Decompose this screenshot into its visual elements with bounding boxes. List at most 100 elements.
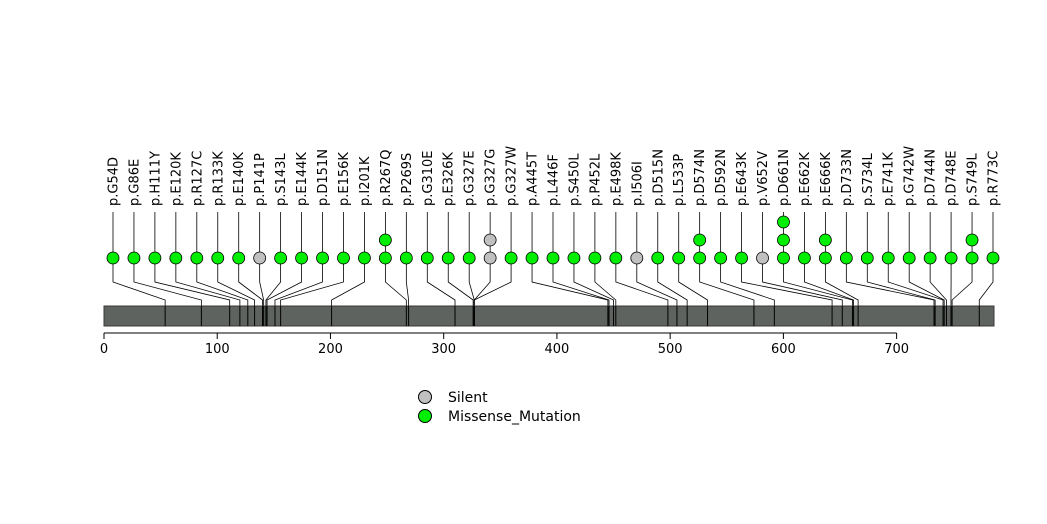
connector-line: [405, 258, 409, 306]
lollipop-dot: [588, 251, 602, 265]
mutation-label: p.E120K: [169, 152, 184, 206]
lollipop-dot: [923, 251, 937, 265]
mutation-label: p.R133K: [211, 151, 226, 206]
connector-line: [908, 258, 945, 306]
x-tick-label: 500: [658, 342, 683, 357]
mutation-label: p.R267Q: [379, 150, 394, 206]
mutation-labels: p.G54D p.G86E p.H111Y p.E120K p.R127C p.R133K…: [107, 146, 1002, 206]
lollipop-dot: [693, 233, 707, 247]
mutation-label: p.E666K: [819, 152, 834, 206]
connector-line: [741, 258, 833, 306]
connector-line: [762, 258, 843, 306]
lollipop-dot: [316, 251, 329, 265]
lollipop-dot: [902, 251, 916, 265]
lollipop-dot: [756, 251, 769, 265]
connector-line: [238, 258, 263, 306]
connector-line: [783, 258, 853, 306]
connector-line: [154, 258, 231, 306]
mutation-label: p.S749L: [966, 153, 981, 206]
connector-line: [657, 258, 688, 306]
connector-line: [331, 258, 365, 306]
connector-line: [384, 258, 407, 306]
connector-line: [473, 258, 512, 306]
lollipop-dot: [839, 251, 853, 265]
lollipop-dot: [860, 251, 874, 265]
legend: Silent Missense_Mutation: [418, 390, 581, 425]
mutation-label: p.E498K: [609, 152, 624, 206]
mutation-label: p.P269S: [400, 153, 415, 206]
mutation-label: p.D733N: [840, 149, 855, 206]
lollipop-dot: [651, 251, 665, 265]
connector-line: [573, 258, 614, 306]
x-tick-label: 700: [884, 342, 909, 357]
mutation-label: p.R127C: [190, 151, 205, 206]
x-tick-label: 400: [545, 342, 570, 357]
connector-line: [217, 258, 255, 306]
mutation-label: p.G742W: [903, 146, 918, 206]
connector-line: [259, 258, 265, 306]
mutation-label: p.H111Y: [148, 151, 163, 206]
lollipop-dot: [504, 251, 518, 265]
lollipop-dot: [358, 251, 371, 265]
lollipop-dot: [399, 251, 413, 265]
mutation-label: p.G327G: [484, 149, 499, 206]
mutation-label: p.I506I: [630, 161, 645, 206]
connector-line: [552, 258, 610, 306]
mutation-label: p.S143L: [274, 153, 289, 206]
mutation-label: p.D744N: [924, 149, 939, 206]
mutation-label: p.L446F: [547, 154, 562, 206]
lollipop-dot: [253, 251, 267, 265]
connector-line: [845, 258, 935, 306]
connector-line: [265, 258, 282, 306]
legend-swatch-silent: [418, 390, 432, 404]
connector-line: [978, 258, 994, 306]
connector-line: [594, 258, 617, 306]
lollipop-dot: [378, 233, 392, 247]
lollipop-dot: [106, 251, 120, 265]
connector-line: [951, 258, 973, 306]
mutation-label: p.E156K: [337, 152, 352, 206]
lollipop-dot: [777, 251, 790, 265]
lollipop-dot: [169, 251, 183, 265]
legend-label-silent: Silent: [448, 390, 488, 406]
lollipop-dot: [274, 251, 288, 265]
lollipop-dots: [106, 215, 1000, 265]
connector-line: [274, 258, 323, 306]
connector-line: [133, 258, 202, 306]
x-tick-label: 200: [318, 342, 343, 357]
lollipop-dot: [965, 233, 979, 247]
connector-line: [531, 258, 609, 306]
connector-line: [929, 258, 947, 306]
connector-line: [615, 258, 669, 306]
x-tick-label: 0: [100, 342, 108, 357]
lollipop-dot: [295, 251, 308, 265]
mutation-label: p.E741K: [882, 152, 897, 206]
connector-line: [112, 258, 166, 306]
x-axis: 0 100 200 300 400 500 600 700: [100, 332, 909, 357]
connector-line: [196, 258, 249, 306]
lollipop-dot: [672, 251, 686, 265]
mutation-label: p.E326K: [442, 152, 457, 206]
lollipop-dot: [232, 251, 246, 265]
lollipop-dot: [777, 215, 790, 229]
mutation-label: p.E662K: [798, 152, 813, 206]
mutation-label: p.D515N: [651, 149, 666, 206]
mutation-label: p.V652V: [756, 151, 771, 206]
mutation-label: p.G86E: [127, 159, 142, 206]
connector-line: [280, 258, 344, 306]
connector-line: [175, 258, 241, 306]
lollipop-dot: [441, 251, 455, 265]
mutation-label: p.E140K: [232, 152, 247, 206]
legend-swatch-missense: [418, 409, 432, 423]
lollipop-dot: [462, 251, 476, 265]
mutation-label: p.E643K: [735, 152, 750, 206]
lollipop-dot: [818, 233, 832, 247]
lollipop-dot: [483, 251, 497, 265]
protein-bar: [103, 305, 995, 327]
connector-line: [447, 258, 474, 306]
lollipop-dot: [378, 251, 392, 265]
lollipop-dot: [525, 251, 539, 265]
lollipop-dot: [420, 251, 434, 265]
lollipop-dot: [567, 251, 581, 265]
